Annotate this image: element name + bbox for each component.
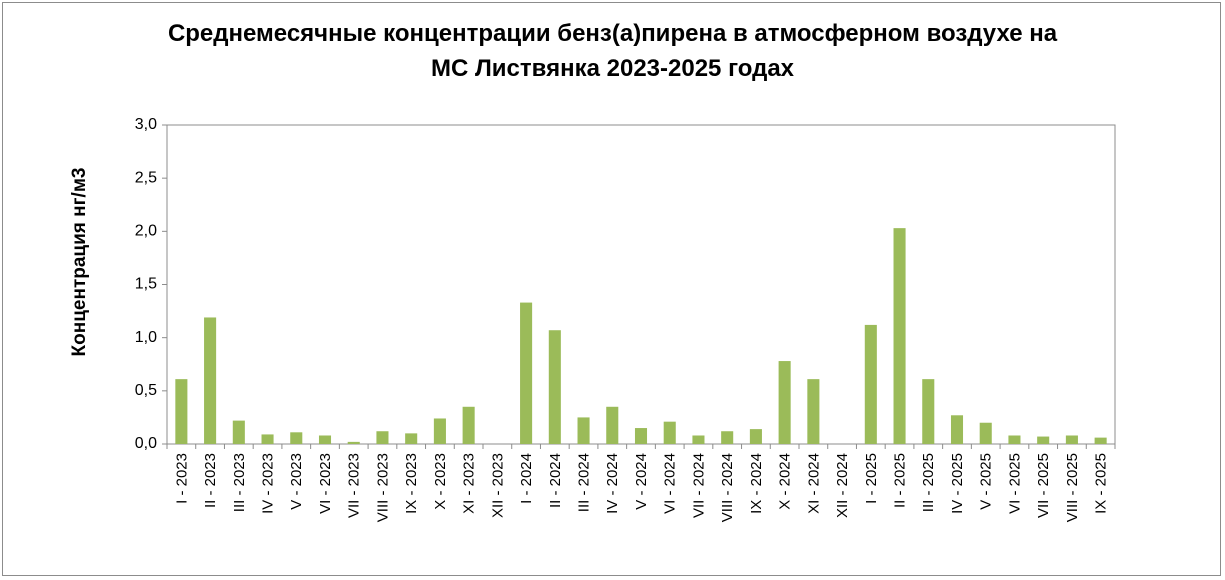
- bar: [261, 434, 274, 444]
- y-axis: 0,0 0,5 1,0 1,5 2,0 2,5 3,0: [135, 116, 167, 452]
- x-tick-label: II - 2024: [547, 453, 564, 508]
- x-tick-label: XI - 2024: [805, 453, 822, 514]
- x-tick-label: VIII - 2025: [1064, 453, 1081, 522]
- x-tick-label: III - 2023: [231, 453, 248, 512]
- bar: [950, 415, 964, 444]
- x-tick-label: II - 2023: [202, 453, 219, 508]
- bar: [520, 302, 533, 444]
- bar: [778, 361, 791, 444]
- x-tick-label: VII - 2023: [346, 453, 363, 518]
- x-tick-label: V - 2024: [633, 453, 650, 510]
- bar: [1094, 437, 1107, 444]
- bar: [405, 433, 418, 444]
- bar: [663, 421, 676, 444]
- x-tick-label: IX - 2023: [403, 453, 420, 514]
- x-tick-label: V - 2025: [978, 453, 995, 510]
- bar: [548, 330, 561, 444]
- x-tick-label: I - 2023: [173, 453, 190, 504]
- x-tick-label: IV - 2023: [260, 453, 277, 514]
- x-tick-label: VIII - 2023: [374, 453, 391, 522]
- y-tick-label: 2,5: [135, 169, 157, 186]
- bar: [290, 432, 303, 444]
- x-tick-label: XII - 2024: [834, 453, 851, 518]
- bar: [232, 420, 245, 444]
- x-tick-label: XI - 2023: [461, 453, 478, 514]
- bars: [175, 228, 1107, 444]
- bar: [204, 317, 217, 444]
- x-axis: I - 2023 II - 2023 III - 2023 IV - 2023 V - …: [166, 444, 1116, 522]
- x-tick-label: IV - 2024: [604, 453, 621, 514]
- plot-area: [166, 124, 1116, 445]
- bar: [749, 429, 762, 444]
- y-tick-label: 1,5: [135, 276, 157, 293]
- bar: [807, 379, 820, 444]
- chart-title-line2: МС Листвянка 2023-2025 годах: [430, 55, 795, 82]
- x-tick-label: VIII - 2024: [719, 453, 736, 522]
- y-tick-label: 0,5: [135, 382, 157, 399]
- bar: [376, 431, 389, 444]
- x-tick-label: I - 2025: [863, 453, 880, 504]
- bar: [1008, 435, 1021, 444]
- bar: [1065, 435, 1078, 444]
- x-tick-label: V - 2023: [288, 453, 305, 510]
- y-tick-label: 3,0: [135, 116, 157, 133]
- bar: [692, 435, 705, 444]
- bar: [979, 422, 992, 444]
- bar: [606, 406, 619, 444]
- x-tick-label: XII - 2023: [489, 453, 506, 518]
- y-tick-label: 2,0: [135, 223, 157, 240]
- x-tick-label: X - 2024: [777, 453, 794, 510]
- x-tick-label: I - 2024: [518, 453, 535, 504]
- x-tick-label: III - 2024: [576, 453, 593, 512]
- bar: [721, 431, 734, 444]
- x-tick-label: VI - 2024: [662, 453, 679, 514]
- bar: [864, 324, 877, 444]
- bar: [922, 379, 935, 444]
- x-tick-label: VI - 2025: [1006, 453, 1023, 514]
- bar: [175, 379, 188, 444]
- x-tick-label: VII - 2025: [1035, 453, 1052, 518]
- x-tick-label: VII - 2024: [690, 453, 707, 518]
- bar: [462, 406, 475, 444]
- bar: [318, 435, 332, 444]
- y-axis-label: Концентрация нг/м3: [69, 168, 90, 357]
- bar: [893, 228, 906, 444]
- x-tick-label: II - 2025: [892, 453, 909, 508]
- chart-title: Среднемесячные концентрации бенз(а)пирен…: [0, 16, 1225, 86]
- x-tick-label: X - 2023: [432, 453, 449, 510]
- x-tick-label: IX - 2025: [1093, 453, 1110, 514]
- x-tick-label: IX - 2024: [748, 453, 765, 514]
- x-tick-label: IV - 2025: [949, 453, 966, 514]
- x-tick-label: VI - 2023: [317, 453, 334, 514]
- bar: [433, 418, 446, 444]
- bar: [577, 417, 590, 444]
- y-tick-label: 0,0: [135, 435, 157, 452]
- bar: [1037, 436, 1050, 444]
- x-tick-label: III - 2025: [920, 453, 937, 512]
- bar: [634, 428, 648, 444]
- chart-title-line1: Среднемесячные концентрации бенз(а)пирен…: [167, 20, 1058, 47]
- y-tick-label: 1,0: [135, 329, 157, 346]
- bar: [347, 441, 360, 444]
